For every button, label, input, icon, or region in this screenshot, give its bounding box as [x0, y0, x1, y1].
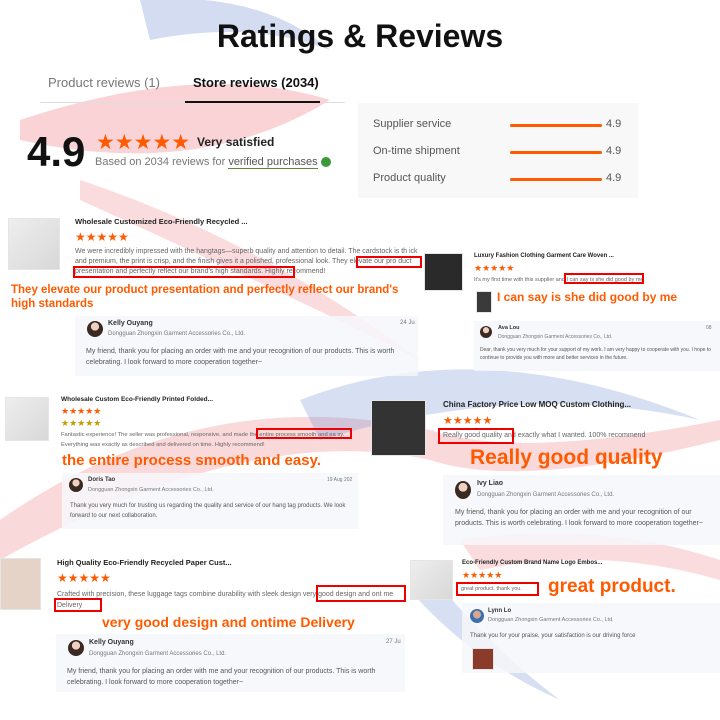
highlight-box: [356, 256, 422, 268]
seller-reply: Doris Tao Dongguan Zhongxin Garment Acce…: [62, 473, 358, 529]
metric-bar: [510, 151, 602, 154]
highlight-box: [73, 266, 295, 278]
seller-reply: Kelly Ouyang Dongguan Zhongxin Garment A…: [75, 316, 418, 376]
highlight-box: [564, 273, 644, 284]
review-product-title[interactable]: Wholesale Custom Eco-Friendly Printed Fo…: [61, 396, 214, 403]
avatar: [87, 321, 103, 337]
reply-name: Ivy Liao: [477, 480, 504, 487]
avatar: [69, 478, 83, 492]
reply-date: 24 Ju: [400, 320, 415, 326]
metric-bar: [510, 124, 602, 127]
tab-store-reviews[interactable]: Store reviews (2034): [193, 75, 319, 90]
reply-text: Thank you for your praise, your satisfac…: [470, 633, 636, 639]
reply-company: Dongguan Zhongxin Garment Accessories Co…: [89, 651, 227, 657]
review-stars: ★★★★★: [462, 570, 503, 580]
review-callout: They elevate our product presentation an…: [11, 284, 399, 310]
highlight-box: [438, 428, 514, 444]
reply-company: Dongguan Zhongxin Garment Accessories Co…: [488, 617, 614, 623]
review-stars: ★★★★★: [61, 406, 102, 416]
reply-company: Dongguan Zhongxin Garment Accessories Co…: [88, 487, 214, 493]
rating-label: Very satisfied: [197, 135, 275, 149]
reply-company: Dongguan Zhongxin Garment Accessories Co…: [477, 492, 615, 498]
product-thumbnail[interactable]: [5, 397, 49, 441]
active-tab-indicator: [185, 101, 320, 103]
avatar: [455, 481, 471, 499]
review-stars: ★★★★★: [57, 571, 111, 585]
product-thumbnail[interactable]: [410, 560, 453, 600]
review-callout: great product.: [548, 576, 676, 597]
product-thumbnail[interactable]: [0, 558, 41, 610]
reply-company: Dongguan Zhongxin Garment Accessories Co…: [108, 331, 246, 337]
product-thumbnail[interactable]: [371, 400, 426, 456]
seller-reply: Kelly Ouyang Dongguan Zhongxin Garment A…: [56, 634, 405, 692]
review-text: Really good quality and exactly what I w…: [443, 432, 646, 439]
review-basis-text: Based on 2034 reviews for: [95, 156, 229, 168]
reply-text: Dear, thank you very much for your suppo…: [480, 347, 711, 361]
avatar: [68, 640, 84, 656]
review-product-title[interactable]: Eco-Friendly Custom Brand Name Logo Embo…: [462, 560, 603, 566]
avatar: [470, 609, 484, 623]
highlight-box: [456, 582, 539, 596]
metric-bar: [510, 178, 602, 181]
review-product-title[interactable]: China Factory Price Low MOQ Custom Cloth…: [443, 400, 632, 409]
review-stars: ★★★★★: [75, 230, 129, 244]
review-stars-secondary: ★★★★★: [61, 418, 102, 428]
metric-label: Product quality: [373, 172, 446, 184]
metric-value: 4.9: [606, 172, 622, 184]
reply-name: Lynn Lo: [488, 608, 512, 614]
metric-value: 4.9: [606, 118, 622, 130]
tab-product-reviews[interactable]: Product reviews (1): [48, 75, 160, 90]
review-callout: I can say is she did good by me: [497, 290, 678, 304]
review-product-title[interactable]: Luxury Fashion Clothing Garment Care Wov…: [474, 253, 614, 259]
review-stars: ★★★★★: [443, 415, 493, 427]
product-thumbnail[interactable]: [8, 218, 60, 270]
review-callout: very good design and ontime Delivery: [102, 614, 355, 630]
reply-name: Ava Lou: [498, 325, 520, 331]
review-text: great product. thank you.: [461, 586, 522, 592]
highlight-box: [256, 428, 352, 439]
page-title: Ratings & Reviews: [216, 18, 504, 54]
reply-photo[interactable]: [472, 648, 494, 670]
metric-label: On-time shipment: [373, 145, 460, 157]
metric-value: 4.9: [606, 145, 622, 157]
reply-date: 19 Aug 202: [327, 477, 353, 483]
reply-date: 27 Ju: [386, 639, 401, 645]
overall-score: 4.9: [27, 128, 86, 175]
reply-text: My friend, thank you for placing an orde…: [455, 509, 703, 527]
review-stars: ★★★★★: [474, 263, 515, 273]
reply-text: My friend, thank you for placing an orde…: [86, 348, 395, 366]
review-basis: Based on 2034 reviews for verified purch…: [95, 156, 331, 169]
review-text: Fantastic experience! The seller was pro…: [61, 432, 345, 448]
review-photo[interactable]: [476, 291, 492, 313]
product-thumbnail[interactable]: [424, 253, 463, 291]
reply-name: Kelly Ouyang: [108, 320, 153, 327]
metric-label: Supplier service: [373, 118, 452, 130]
reply-text: Thank you very much for trusting us rega…: [70, 503, 346, 519]
review-product-title[interactable]: Wholesale Customized Eco-Friendly Recycl…: [75, 217, 248, 226]
seller-reply: Lynn Lo Dongguan Zhongxin Garment Access…: [462, 603, 720, 673]
reply-date: 08: [706, 325, 712, 331]
reply-company: Dongguan Zhongxin Garment Accessories Co…: [498, 334, 613, 340]
reply-name: Doris Tao: [88, 477, 116, 483]
reply-text: My friend, thank you for placing an orde…: [67, 668, 376, 686]
review-product-title[interactable]: High Quality Eco-Friendly Recycled Paper…: [57, 558, 232, 567]
highlight-box: [54, 598, 102, 612]
review-text: It's my first time with this supplier an…: [474, 277, 644, 283]
review-callout: Really good quality: [470, 446, 663, 469]
review-callout: the entire process smooth and easy.: [62, 452, 321, 469]
review-text: Crafted with precision, these luggage ta…: [57, 591, 394, 609]
reply-name: Kelly Ouyang: [89, 639, 134, 646]
verified-badge-icon: [320, 157, 331, 168]
metrics-panel: Supplier service 4.9 On-time shipment 4.…: [358, 103, 638, 198]
seller-reply: Ivy Liao Dongguan Zhongxin Garment Acces…: [443, 475, 720, 545]
verified-purchases-link[interactable]: verified purchases: [228, 156, 318, 169]
seller-reply: Ava Lou Dongguan Zhongxin Garment Access…: [474, 321, 720, 371]
avatar: [480, 326, 492, 338]
review-text: We were incredibly impressed with the ha…: [75, 248, 418, 275]
overall-stars: ★★★★★: [96, 131, 191, 154]
highlight-box: [316, 585, 406, 602]
